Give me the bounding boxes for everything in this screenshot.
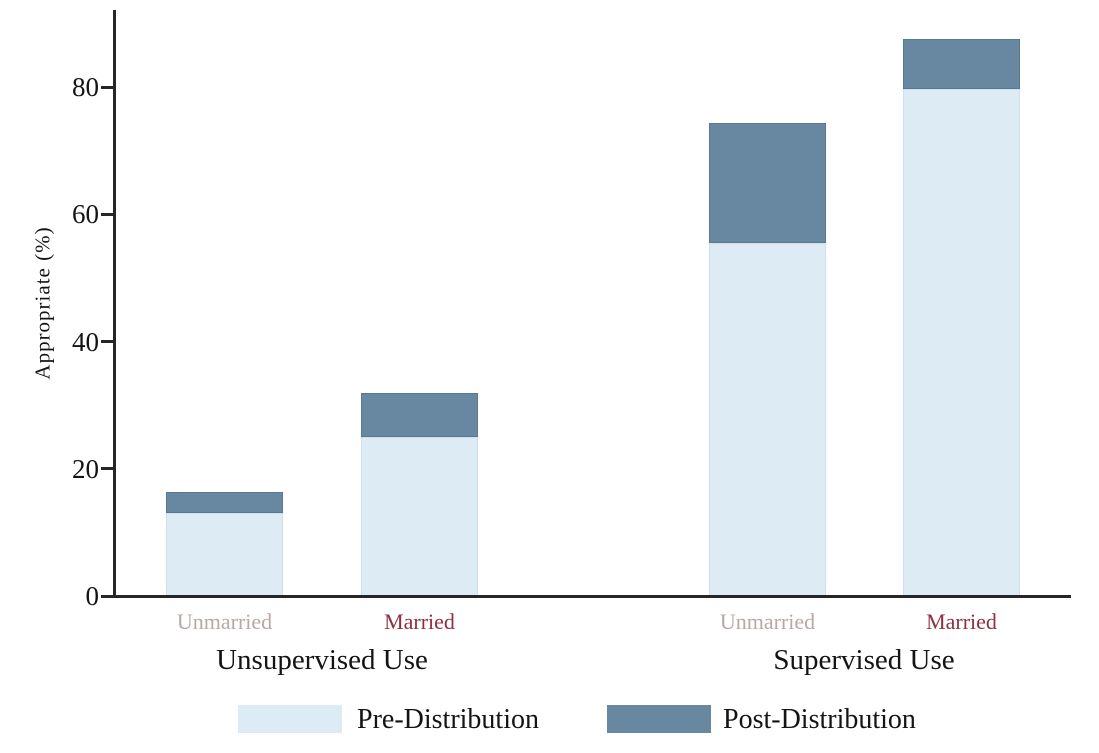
category-label-unsupervised-unmarried: Unmarried: [176, 609, 273, 634]
y-tick-mark-40: [101, 340, 114, 344]
y-tick-mark-60: [101, 212, 114, 216]
x-axis-line: [113, 595, 1071, 598]
y-tick-label-0: 0: [85, 581, 100, 611]
bar-supervised-unmarried-pre-distribution: [709, 243, 826, 596]
y-tick-mark-80: [101, 85, 114, 89]
legend-swatch-post-distribution: [607, 705, 711, 733]
legend-swatch-pre-distribution: [238, 705, 342, 733]
category-label-supervised-married: Married: [926, 609, 997, 634]
bar-unsupervised-married-post-distribution: [361, 393, 478, 437]
y-tick-label-20: 20: [72, 453, 99, 484]
y-tick-label-60: 60: [72, 199, 99, 230]
legend-label-post-distribution: Post-Distribution: [723, 704, 916, 735]
y-tick-label-40: 40: [72, 326, 99, 357]
legend: Pre-Distribution Post-Distribution: [0, 698, 1099, 746]
y-tick-mark-20: [101, 467, 114, 471]
bar-unsupervised-married-pre-distribution: [361, 437, 478, 596]
bar-unsupervised-unmarried-pre-distribution: [166, 513, 283, 596]
y-tick-mark-0: [101, 594, 114, 598]
category-label-supervised-unmarried: Unmarried: [719, 609, 816, 634]
group-label-unsupervised-use: Unsupervised Use: [216, 644, 428, 676]
y-tick-label-80: 80: [72, 72, 99, 103]
bar-supervised-unmarried-post-distribution: [709, 123, 826, 244]
y-axis-line: [113, 10, 116, 597]
legend-label-pre-distribution: Pre-Distribution: [357, 704, 539, 735]
bar-unsupervised-unmarried-post-distribution: [166, 492, 283, 514]
bar-supervised-married-post-distribution: [903, 38, 1020, 90]
bar-supervised-married-pre-distribution: [903, 89, 1020, 596]
group-label-supervised-use: Supervised Use: [773, 644, 955, 676]
category-label-unsupervised-married: Married: [384, 609, 455, 634]
